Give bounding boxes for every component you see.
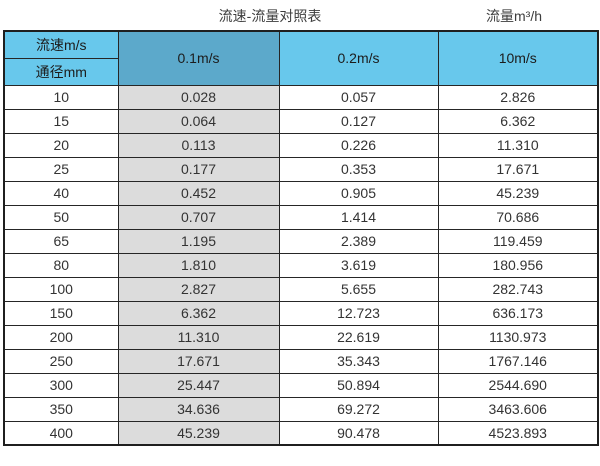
flow-cell-10ms: 636.173 [437, 300, 599, 326]
flow-cell-0.2ms: 3.619 [278, 252, 439, 278]
table-row: 80 1.810 3.619 180.956 [3, 252, 599, 278]
flow-cell-0.2ms: 69.272 [278, 396, 439, 422]
flow-cell-10ms: 17.671 [437, 156, 599, 182]
diameter-cell: 50 [3, 204, 119, 230]
header-row-top: 流速m/s 0.1m/s 0.2m/s 10m/s [3, 30, 599, 86]
flow-cell-10ms: 11.310 [437, 132, 599, 158]
flow-cell-0.2ms: 0.127 [278, 108, 439, 134]
table-row: 350 34.636 69.272 3463.606 [3, 396, 599, 422]
flow-cell-10ms: 1130.973 [437, 324, 599, 350]
table-row: 20 0.113 0.226 11.310 [3, 132, 599, 158]
diameter-cell: 10 [3, 84, 119, 110]
table-row: 25 0.177 0.353 17.671 [3, 156, 599, 182]
diameter-cell: 65 [3, 228, 119, 254]
corner-diameter-label: 通径mm [3, 57, 119, 86]
table-row: 150 6.362 12.723 636.173 [3, 300, 599, 326]
flow-cell-0.2ms: 12.723 [278, 300, 439, 326]
flow-cell-0.1ms: 6.362 [117, 300, 280, 326]
diameter-cell: 40 [3, 180, 119, 206]
table-row: 65 1.195 2.389 119.459 [3, 228, 599, 254]
flow-cell-0.1ms: 45.239 [117, 420, 280, 446]
table-row: 400 45.239 90.478 4523.893 [3, 420, 599, 446]
flow-cell-0.2ms: 90.478 [278, 420, 439, 446]
flow-cell-0.2ms: 2.389 [278, 228, 439, 254]
diameter-cell: 350 [3, 396, 119, 422]
corner-velocity-label: 流速m/s [3, 30, 119, 59]
flow-cell-10ms: 180.956 [437, 252, 599, 278]
table-row: 250 17.671 35.343 1767.146 [3, 348, 599, 374]
diameter-cell: 400 [3, 420, 119, 446]
flow-cell-10ms: 2.826 [437, 84, 599, 110]
page-title: 流速-流量对照表 [218, 8, 322, 24]
diameter-cell: 150 [3, 300, 119, 326]
flow-cell-10ms: 282.743 [437, 276, 599, 302]
flow-cell-10ms: 1767.146 [437, 348, 599, 374]
flow-unit-label: 流量m³/h [486, 8, 542, 24]
table-row: 15 0.064 0.127 6.362 [3, 108, 599, 134]
table-row: 10 0.028 0.057 2.826 [3, 84, 599, 110]
flow-cell-10ms: 2544.690 [437, 372, 599, 398]
flow-cell-0.2ms: 5.655 [278, 276, 439, 302]
flow-cell-0.2ms: 0.226 [278, 132, 439, 158]
flow-cell-0.1ms: 1.195 [117, 228, 280, 254]
flow-cell-0.1ms: 0.452 [117, 180, 280, 206]
flow-cell-10ms: 119.459 [437, 228, 599, 254]
table-body: 10 0.028 0.057 2.826 15 0.064 0.127 6.362 20 0.11… [3, 84, 599, 446]
table-row: 200 11.310 22.619 1130.973 [3, 324, 599, 350]
flow-cell-0.1ms: 1.810 [117, 252, 280, 278]
header-row-bottom: 通径mm [3, 57, 598, 86]
column-header-10ms: 10m/s [437, 30, 599, 86]
flow-cell-0.2ms: 22.619 [278, 324, 439, 350]
flow-cell-10ms: 4523.893 [437, 420, 599, 446]
table-row: 100 2.827 5.655 282.743 [3, 276, 599, 302]
diameter-cell: 200 [3, 324, 119, 350]
flow-cell-0.1ms: 2.827 [117, 276, 280, 302]
flow-cell-0.1ms: 0.113 [117, 132, 280, 158]
flow-cell-10ms: 70.686 [437, 204, 599, 230]
flow-cell-0.2ms: 0.353 [278, 156, 439, 182]
flow-cell-0.1ms: 0.028 [117, 84, 280, 110]
flow-cell-0.2ms: 0.905 [278, 180, 439, 206]
table-row: 300 25.447 50.894 2544.690 [3, 372, 599, 398]
diameter-cell: 100 [3, 276, 119, 302]
diameter-cell: 25 [3, 156, 119, 182]
diameter-cell: 20 [3, 132, 119, 158]
flow-cell-10ms: 3463.606 [437, 396, 599, 422]
flow-cell-0.1ms: 11.310 [117, 324, 280, 350]
diameter-cell: 300 [3, 372, 119, 398]
title-bar: 流速-流量对照表 流量m³/h [0, 0, 600, 30]
diameter-cell: 250 [3, 348, 119, 374]
flow-cell-0.2ms: 0.057 [278, 84, 439, 110]
flow-cell-0.2ms: 50.894 [278, 372, 439, 398]
flow-cell-10ms: 6.362 [437, 108, 599, 134]
flow-rate-table: 流速m/s 0.1m/s 0.2m/s 10m/s 通径mm 10 0.028 0.… [3, 30, 599, 446]
flow-cell-0.1ms: 0.707 [117, 204, 280, 230]
flow-cell-0.1ms: 17.671 [117, 348, 280, 374]
table-header: 流速m/s 0.1m/s 0.2m/s 10m/s 通径mm [3, 30, 599, 86]
flow-cell-0.1ms: 0.177 [117, 156, 280, 182]
flow-cell-0.1ms: 25.447 [117, 372, 280, 398]
flow-cell-0.2ms: 35.343 [278, 348, 439, 374]
flow-cell-0.1ms: 0.064 [117, 108, 280, 134]
flow-cell-10ms: 45.239 [437, 180, 599, 206]
flow-cell-0.1ms: 34.636 [117, 396, 280, 422]
column-header-0.1ms: 0.1m/s [117, 30, 280, 86]
diameter-cell: 80 [3, 252, 119, 278]
diameter-cell: 15 [3, 108, 119, 134]
flow-cell-0.2ms: 1.414 [278, 204, 439, 230]
table-row: 50 0.707 1.414 70.686 [3, 204, 599, 230]
table-row: 40 0.452 0.905 45.239 [3, 180, 599, 206]
column-header-0.2ms: 0.2m/s [278, 30, 439, 86]
